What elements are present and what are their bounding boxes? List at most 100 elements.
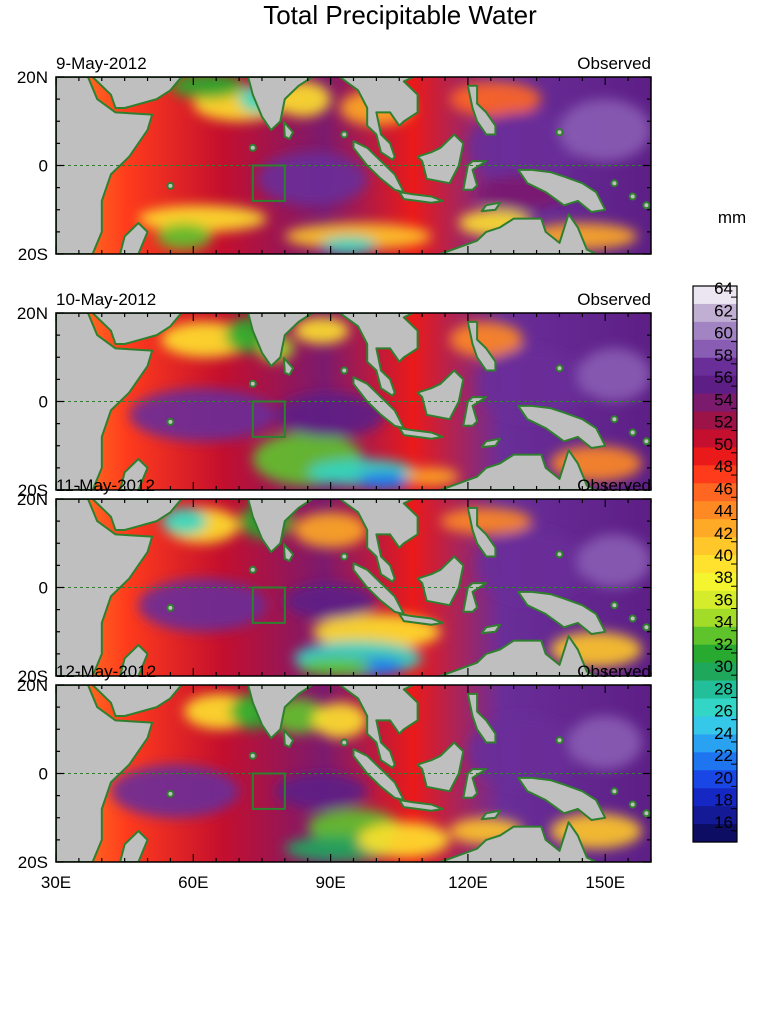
panel-observed-tag: Observed	[577, 476, 651, 495]
colorbar-swatch	[693, 752, 737, 771]
colorbar-tick-label: 36	[714, 590, 733, 609]
colorbar-swatch	[693, 519, 737, 538]
panel-date: 10-May-2012	[56, 290, 156, 309]
moisture-region	[403, 467, 459, 486]
axis-ticks	[55, 312, 652, 491]
moisture-region	[577, 348, 651, 402]
moisture-region	[449, 81, 542, 117]
panel-observed-tag: Observed	[577, 662, 651, 681]
lon-tick-label: 120E	[448, 873, 488, 892]
figure-title: Total Precipitable Water	[263, 0, 537, 30]
colorbar-swatch	[693, 286, 737, 305]
colorbar-tick-label: 30	[714, 657, 733, 676]
lat-tick-label: 0	[39, 157, 48, 176]
axis-ticks	[55, 684, 652, 863]
colorbar-tick-label: 20	[714, 768, 733, 787]
lat-tick-label: 20S	[18, 853, 48, 872]
colorbar-swatch	[693, 339, 737, 359]
colorbar-swatch	[693, 824, 737, 843]
moisture-region	[110, 764, 240, 818]
moisture-region	[477, 530, 587, 601]
lat-tick-label: 0	[39, 579, 48, 598]
study-region-box	[251, 586, 286, 624]
colorbar-tick-label: 28	[714, 679, 733, 698]
lat-tick-label: 20S	[18, 667, 48, 686]
lat-tick-label: 20N	[17, 676, 48, 695]
moisture-region	[440, 507, 532, 535]
moisture-region	[358, 822, 450, 858]
lon-tick-label: 60E	[178, 873, 208, 892]
colorbar-swatch	[693, 321, 737, 341]
moisture-region	[559, 99, 651, 162]
moisture-region	[138, 578, 267, 632]
colorbar-swatch	[693, 626, 737, 646]
colorbar-swatch	[693, 411, 737, 431]
moisture-region	[275, 773, 368, 809]
map-panel-2: 20N 0 20S 10-May-2012 Observed	[17, 290, 652, 500]
colorbar-tick-label: 24	[714, 724, 733, 743]
colorbar-tick-label: 46	[714, 479, 733, 498]
study-region-box	[251, 400, 286, 438]
moisture-region	[294, 317, 349, 345]
colorbar-tick-label: 42	[714, 524, 733, 543]
lat-tick-label: 20N	[17, 490, 48, 509]
colorbar-tick-label: 18	[714, 791, 733, 810]
map-panel-3: 20N 0 20S 11-May-2012 Observed	[17, 476, 652, 686]
colorbar-swatch	[693, 375, 737, 395]
colorbar-tick-label: 62	[714, 301, 733, 320]
axis-ticks	[55, 498, 652, 677]
colorbar-tick-label: 40	[714, 546, 733, 565]
moisture-region	[284, 223, 432, 250]
moisture-region	[577, 534, 651, 588]
map-panel-1: 20N 0 20S 9-May-2012 Observed	[17, 54, 652, 264]
colorbar-swatch	[693, 680, 737, 700]
moisture-region	[161, 507, 208, 535]
colorbar-swatch	[693, 608, 737, 628]
panel-date: 9-May-2012	[56, 54, 147, 73]
colorbar-swatch	[693, 393, 737, 413]
tpw-field	[56, 499, 651, 676]
colorbar-swatch	[693, 806, 737, 825]
moisture-region	[284, 583, 377, 619]
colorbar-swatch	[693, 483, 737, 502]
colorbar-swatch	[693, 662, 737, 682]
colorbar-swatch	[693, 555, 737, 574]
colorbar-tick-label: 64	[714, 279, 733, 298]
panel-date: 12-May-2012	[56, 662, 156, 681]
colorbar-tick-label: 34	[714, 613, 733, 632]
colorbar-swatch	[693, 770, 737, 789]
lon-tick-label: 30E	[41, 873, 71, 892]
landmass	[56, 313, 651, 490]
lat-tick-label: 20S	[18, 481, 48, 500]
colorbar-tick-label: 56	[714, 368, 733, 387]
colorbar-tick-label: 44	[714, 502, 733, 521]
colorbar-swatch	[693, 788, 737, 807]
colorbar-tick-label: 16	[714, 813, 733, 832]
colorbar-tick-label: 22	[714, 746, 733, 765]
lat-tick-label: 20N	[17, 68, 48, 87]
colorbar: 64 62 60 58 56 54 52 50 48 46 44 42 40 38 36 34 32 30 28 26…	[692, 279, 738, 843]
landmass	[56, 499, 651, 676]
moisture-region	[257, 152, 368, 206]
colorbar-tick-label: 38	[714, 568, 733, 587]
moisture-region	[156, 223, 212, 250]
moisture-region	[321, 236, 377, 254]
map-panel-4: 20N 0 20S 12-May-2012 Observed	[17, 662, 652, 872]
lat-tick-label: 20S	[18, 245, 48, 264]
colorbar-swatch	[693, 357, 737, 377]
colorbar-swatch	[693, 429, 737, 449]
colorbar-tick-label: 54	[714, 390, 733, 409]
panel-date: 11-May-2012	[56, 476, 155, 495]
lon-tick-label: 90E	[315, 873, 345, 892]
colorbar-swatch	[693, 716, 737, 735]
moisture-region	[312, 614, 441, 650]
lat-tick-label: 20N	[17, 304, 48, 323]
colorbar-swatch	[693, 465, 737, 484]
colorbar-tick-label: 26	[714, 702, 733, 721]
landmass	[56, 685, 651, 862]
moisture-region	[294, 512, 368, 548]
moisture-region	[358, 472, 413, 490]
colorbar-swatch	[693, 303, 737, 323]
study-region-box	[251, 772, 286, 810]
colorbar-tick-label: 48	[714, 457, 733, 476]
